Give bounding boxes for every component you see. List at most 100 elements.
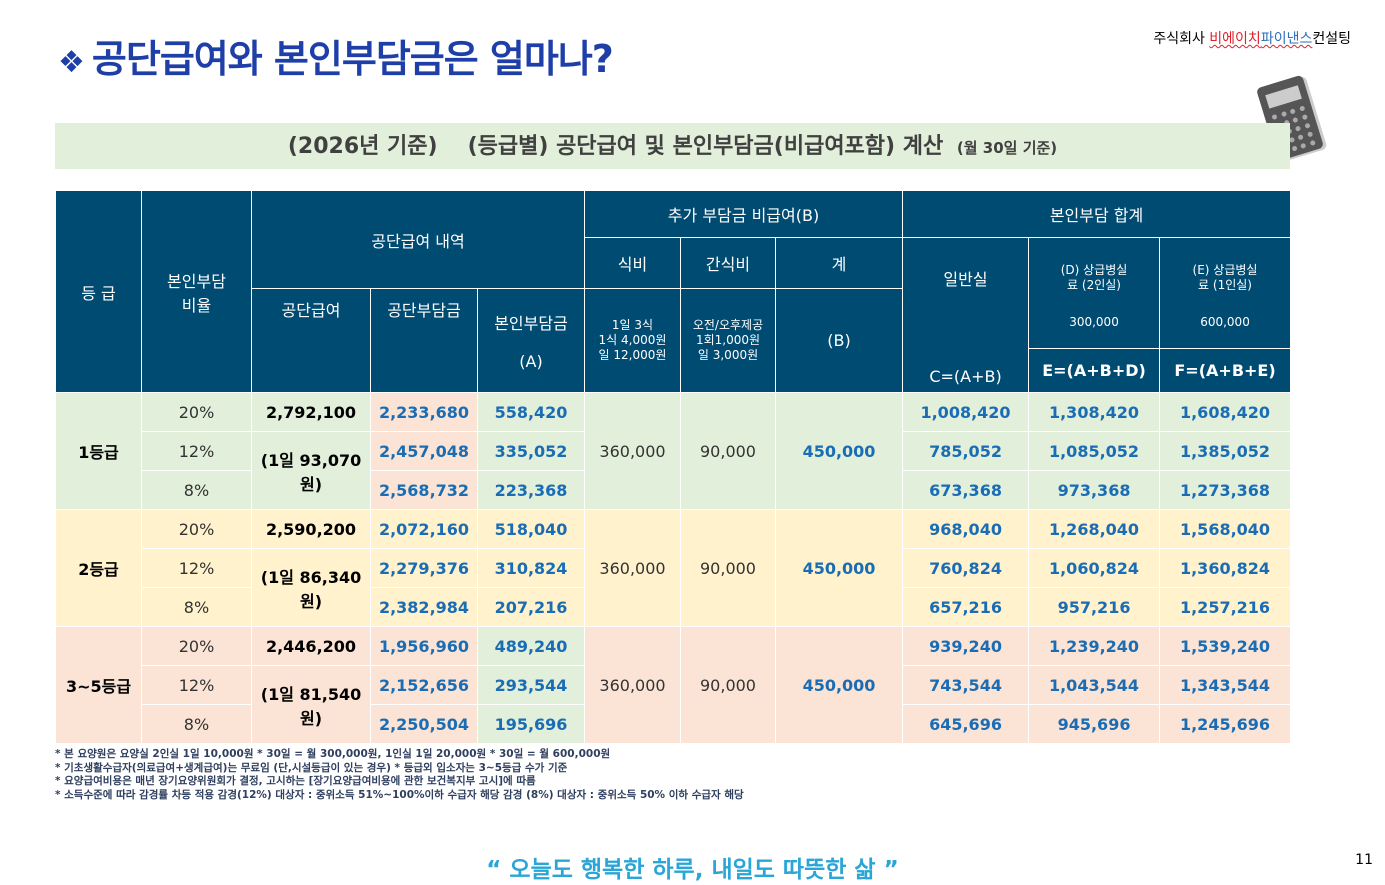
page-title: ❖ 공단급여와 본인부담금은 얼마나? <box>58 28 614 83</box>
slogan: “ 오늘도 행복한 하루, 내일도 따뜻한 삶 ” <box>486 857 899 883</box>
header-general: 일반실 C=(A+B) <box>902 237 1030 393</box>
grade-cell: 1등급 <box>55 392 142 510</box>
header-grade: 등 급 <box>55 190 142 393</box>
nhis-pay-cell: 2,457,048 <box>370 431 478 471</box>
self-pay-cell: 207,216 <box>477 587 585 627</box>
two-bed-total-cell: 1,308,420 <box>1028 392 1161 432</box>
daily-benefit-cell: (1일 81,540원) <box>251 665 371 744</box>
company-name: 주식회사 비에이치파이낸스컨설팅 <box>1153 28 1351 48</box>
d-value: 300,000 <box>1069 314 1119 329</box>
extra-sum-cell: 450,000 <box>774 392 904 510</box>
footnote: * 소득수준에 따라 감경률 차등 적용 감경(12%) 대상자 : 중위소득 … <box>55 788 744 801</box>
self-pay-cell: 195,696 <box>477 704 585 744</box>
benefit-total-label: 공단급여 <box>281 301 341 320</box>
header-extra: 추가 부담금 비급여(B) <box>583 190 904 238</box>
two-bed-total-cell: 945,696 <box>1028 704 1161 744</box>
single-room-total-cell: 1,568,040 <box>1159 509 1292 549</box>
snack-cell: 90,000 <box>680 392 776 510</box>
single-room-total-cell: 1,608,420 <box>1159 392 1292 432</box>
header-sum-code: (B) <box>774 288 904 393</box>
benefit-total-cell: 2,446,200 <box>251 626 371 666</box>
general-room-total-cell: 743,544 <box>902 665 1030 705</box>
meal-cell: 360,000 <box>584 626 681 744</box>
snack-detail-line: 1회1,000원 <box>695 333 761 347</box>
single-room-total-cell: 1,539,240 <box>1159 626 1292 666</box>
header-benefit: 공단급여 내역 <box>251 190 585 289</box>
general-room-total-cell: 657,216 <box>902 587 1030 627</box>
table-row: 2등급 20% 2,590,200 2,072,160 518,040 360,000 90… <box>55 509 1292 627</box>
ratio-cell: 20% <box>141 509 252 549</box>
meal-cell: 360,000 <box>584 509 681 627</box>
two-bed-total-cell: 1,268,040 <box>1028 509 1161 549</box>
two-bed-total-cell: 973,368 <box>1028 470 1161 510</box>
nhis-pay-cell: 1,956,960 <box>370 626 478 666</box>
table-row: 12% (1일 86,340원) 2,279,376 310,824 760,824 1,… <box>56 548 1292 627</box>
general-room-total-cell: 1,008,420 <box>902 392 1030 432</box>
ratio-cell: 8% <box>141 587 252 627</box>
meal-detail-line: 일 12,000원 <box>598 348 667 362</box>
general-room-total-cell: 760,824 <box>902 548 1030 588</box>
snack-cell: 90,000 <box>680 626 776 744</box>
header-e-formula: E=(A+B+D) <box>1028 348 1161 393</box>
self-pay-cell: 518,040 <box>477 509 585 549</box>
self-pay-cell: 558,420 <box>477 392 585 432</box>
daily-benefit-cell: (1일 93,070원) <box>251 431 371 510</box>
nhis-pay-cell: 2,072,160 <box>370 509 478 549</box>
ratio-cell: 8% <box>141 470 252 510</box>
table-row: 12% (1일 93,070원) 2,457,048 335,052 785,052 1,… <box>56 431 1292 510</box>
single-room-total-cell: 1,360,824 <box>1159 548 1292 588</box>
single-room-total-cell: 1,385,052 <box>1159 431 1292 471</box>
meal-cell: 360,000 <box>584 392 681 510</box>
grade-cell: 3~5등급 <box>55 626 142 744</box>
header-e: (E) 상급병실료 (1인실) 600,000 <box>1159 237 1292 349</box>
header-benefit-total: 공단급여 <box>251 288 371 393</box>
ratio-cell: 12% <box>141 548 252 588</box>
ratio-cell: 12% <box>141 431 252 471</box>
grade-cell: 2등급 <box>55 509 142 627</box>
header-ratio: 본인부담 비율 <box>141 190 252 393</box>
header-snack: 간식비 <box>680 237 776 289</box>
header-meal: 식비 <box>584 237 681 289</box>
page-number: 11 <box>1355 852 1373 868</box>
self-pay-label: 본인부담금 <box>494 314 568 333</box>
nhis-pay-cell: 2,152,656 <box>370 665 478 705</box>
meal-detail-line: 1일 3식 <box>611 318 654 332</box>
self-pay-cell: 310,824 <box>477 548 585 588</box>
daily-benefit-cell: (1일 86,340원) <box>251 548 371 627</box>
company-prefix: 주식회사 <box>1153 31 1210 47</box>
ratio-cell: 12% <box>141 665 252 705</box>
footnotes: * 본 요양원은 요양실 2인실 1일 10,000원 * 30일 = 월 30… <box>55 748 744 802</box>
nhis-pay-label: 공단부담금 <box>387 301 461 320</box>
general-room-total-cell: 968,040 <box>902 509 1030 549</box>
table-row: 8% 2,568,732 223,368 673,368 973,368 1,273,36… <box>56 470 1292 510</box>
general-room-total-cell: 785,052 <box>902 431 1030 471</box>
general-room-total-cell: 645,696 <box>902 704 1030 744</box>
subtitle-year: (2026년 기준) <box>287 134 438 159</box>
self-pay-cell: 223,368 <box>477 470 585 510</box>
general-room-total-cell: 939,240 <box>902 626 1030 666</box>
footnote: * 요양급여비용은 매년 장기요양위원회가 결정, 고시하는 [장기요양급여비용… <box>55 775 536 787</box>
general-room-total-cell: 673,368 <box>902 470 1030 510</box>
header-meal-detail: 1일 3식 1식 4,000원 일 12,000원 <box>584 288 681 393</box>
self-pay-cell: 335,052 <box>477 431 585 471</box>
d-label: (D) 상급병실료 (2인실) <box>1060 262 1128 292</box>
table-row: 1등급 20% 2,792,100 2,233,680 558,420 360,000 90… <box>55 392 1292 510</box>
two-bed-total-cell: 957,216 <box>1028 587 1161 627</box>
table-row: 8% 2,382,984 207,216 657,216 957,216 1,257,21… <box>56 587 1292 627</box>
diamond-bullet-icon: ❖ <box>58 45 85 80</box>
cost-table: 등 급 본인부담 비율 공단급여 내역 추가 부담금 비급여(B) 본인부담 합… <box>55 190 1292 744</box>
snack-detail-line: 오전/오후제공 <box>692 318 764 332</box>
benefit-total-cell: 2,792,100 <box>251 392 371 432</box>
table-subtitle: (2026년 기준) (등급별) 공단급여 및 본인부담금(비급여포함) 계산 (… <box>55 123 1290 169</box>
self-pay-code: (A) <box>519 352 543 371</box>
single-room-total-cell: 1,273,368 <box>1159 470 1292 510</box>
general-formula: C=(A+B) <box>929 367 1002 386</box>
self-pay-cell: 489,240 <box>477 626 585 666</box>
nhis-pay-cell: 2,279,376 <box>370 548 478 588</box>
table-row: 3~5등급 20% 2,446,200 1,956,960 489,240 360,000… <box>55 626 1292 744</box>
header-self-pay: 본인부담금 (A) <box>477 288 585 393</box>
nhis-pay-cell: 2,250,504 <box>370 704 478 744</box>
two-bed-total-cell: 1,239,240 <box>1028 626 1161 666</box>
nhis-pay-cell: 2,382,984 <box>370 587 478 627</box>
table-row: 8% 2,250,504 195,696 645,696 945,696 1,245,69… <box>56 704 1292 744</box>
